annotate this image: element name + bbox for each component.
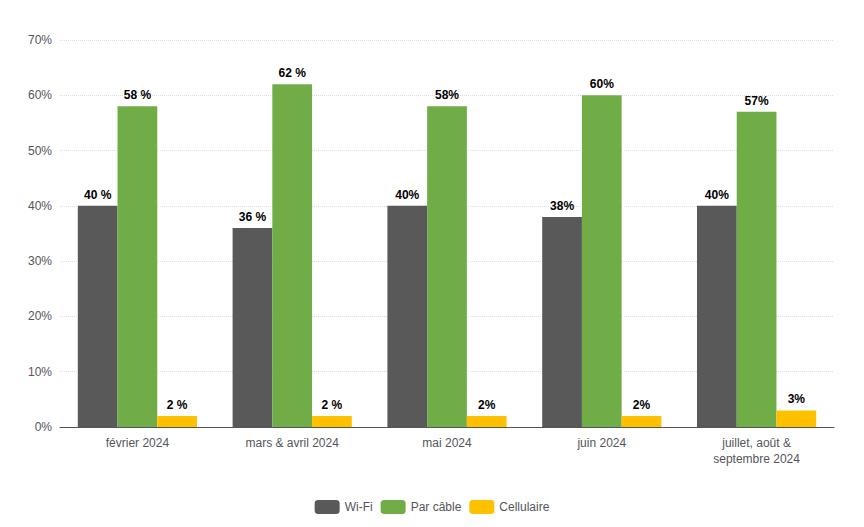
svg-text:septembre 2024: septembre 2024 (713, 452, 800, 466)
svg-text:mars & avril 2024: mars & avril 2024 (246, 436, 340, 450)
svg-text:36 %: 36 % (239, 210, 267, 224)
svg-text:juin 2024: juin 2024 (576, 436, 626, 450)
svg-text:50%: 50% (28, 144, 52, 158)
svg-text:40 %: 40 % (84, 188, 112, 202)
svg-text:40%: 40% (395, 188, 419, 202)
svg-text:38%: 38% (550, 199, 574, 213)
svg-text:mai 2024: mai 2024 (422, 436, 472, 450)
svg-text:58%: 58% (435, 88, 459, 102)
svg-text:20%: 20% (28, 309, 52, 323)
svg-text:60%: 60% (28, 88, 52, 102)
svg-text:70%: 70% (28, 33, 52, 47)
svg-text:10%: 10% (28, 365, 52, 379)
svg-text:2%: 2% (478, 398, 496, 412)
svg-text:57%: 57% (745, 94, 769, 108)
svg-text:février 2024: février 2024 (106, 436, 170, 450)
svg-text:40%: 40% (28, 199, 52, 213)
svg-text:0%: 0% (35, 420, 53, 434)
svg-text:58 %: 58 % (124, 88, 152, 102)
svg-text:62 %: 62 % (279, 66, 307, 80)
svg-text:3%: 3% (788, 392, 806, 406)
svg-text:Wi-Fi: Wi-Fi (345, 500, 373, 514)
svg-text:2%: 2% (633, 398, 651, 412)
svg-text:2 %: 2 % (322, 398, 343, 412)
svg-text:Par câble: Par câble (411, 500, 462, 514)
svg-text:juillet, août &: juillet, août & (721, 436, 791, 450)
svg-text:40%: 40% (705, 188, 729, 202)
svg-text:60%: 60% (590, 77, 614, 91)
svg-text:Cellulaire: Cellulaire (499, 500, 549, 514)
svg-text:30%: 30% (28, 254, 52, 268)
svg-text:2 %: 2 % (167, 398, 188, 412)
